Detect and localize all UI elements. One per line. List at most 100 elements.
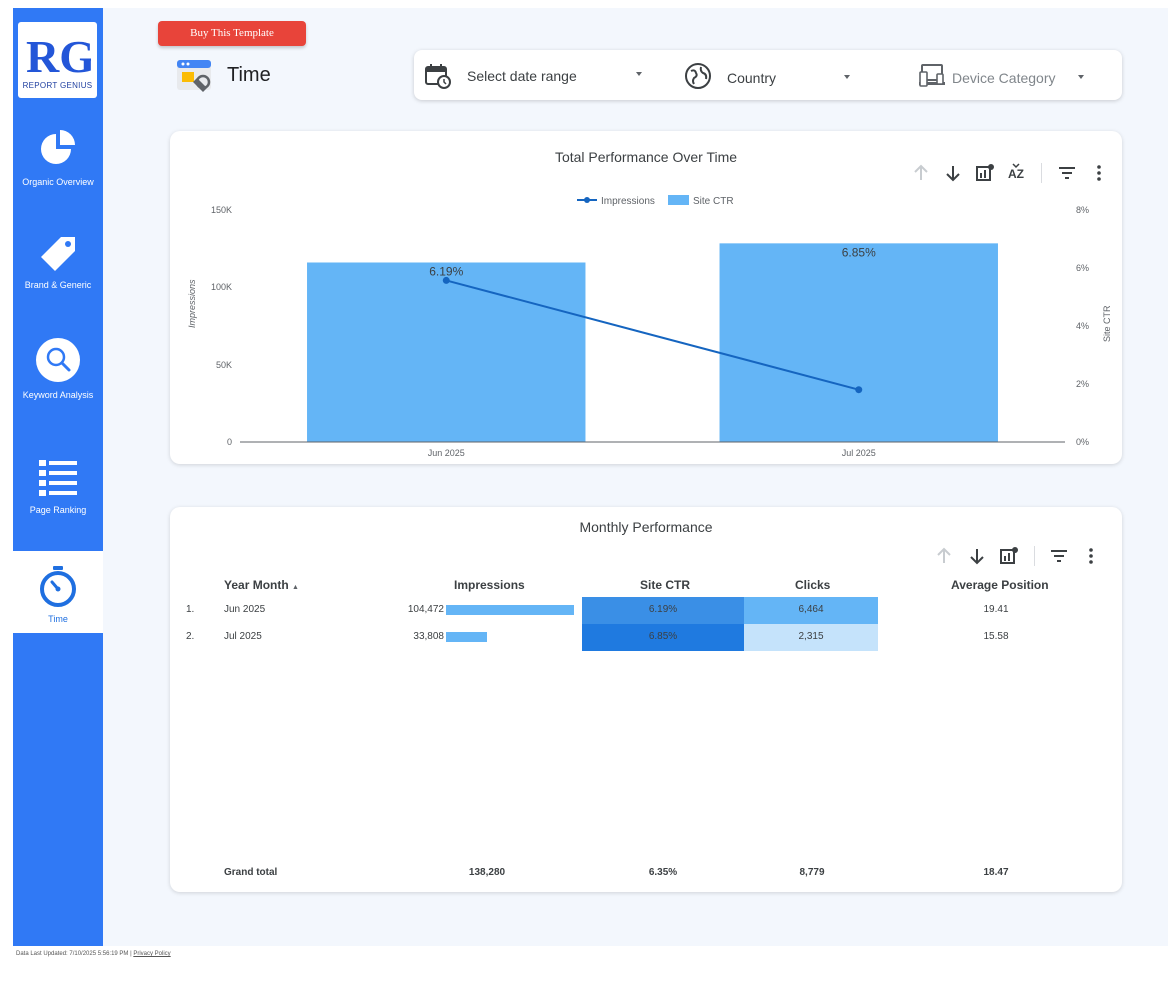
footer-separator: | bbox=[130, 951, 132, 957]
cell-site-ctr: 6.85% bbox=[648, 631, 678, 642]
sidebar-item-keyword-analysis[interactable]: Keyword Analysis bbox=[13, 333, 103, 413]
sort-ascending-icon[interactable] bbox=[933, 545, 955, 567]
cell-clicks: 2,315 bbox=[798, 631, 824, 642]
y-right-tick: 6% bbox=[1076, 263, 1089, 273]
stopwatch-icon bbox=[40, 566, 76, 607]
sidebar-item-label: Page Ranking bbox=[29, 505, 87, 515]
bar-site-ctr bbox=[307, 262, 586, 442]
cell-month: Jun 2025 bbox=[224, 604, 266, 615]
cell-impressions: 104,472 bbox=[407, 604, 444, 615]
drill-chart-icon[interactable] bbox=[998, 545, 1020, 567]
header-label: Year Month bbox=[224, 578, 289, 592]
sidebar-item-label: Brand & Generic bbox=[24, 280, 92, 290]
sidebar: RG REPORT GENIUS Organic Overview Brand … bbox=[13, 8, 103, 946]
more-vert-icon[interactable] bbox=[1088, 162, 1110, 184]
x-tick-label: Jun 2025 bbox=[428, 448, 465, 458]
header-year-month[interactable]: Year Month ▲ bbox=[224, 578, 299, 592]
device-category-label: Device Category bbox=[952, 70, 1056, 86]
x-tick-label: Jul 2025 bbox=[842, 448, 876, 458]
y-right-tick: 4% bbox=[1076, 321, 1089, 331]
sidebar-item-page-ranking[interactable]: Page Ranking bbox=[13, 448, 103, 528]
country-label: Country bbox=[727, 70, 777, 86]
calendar-clock-icon bbox=[425, 64, 451, 89]
line-impressions bbox=[445, 279, 860, 391]
sidebar-item-brand-generic[interactable]: Brand & Generic bbox=[13, 223, 103, 303]
buy-template-button[interactable]: Buy This Template bbox=[158, 21, 306, 46]
drill-chart-icon[interactable] bbox=[974, 162, 996, 184]
toolbar-divider bbox=[1041, 163, 1042, 183]
sidebar-item-time[interactable]: Time bbox=[13, 551, 103, 633]
filter-bar: Select date range Country Device Categor… bbox=[414, 50, 1122, 100]
globe-icon bbox=[685, 63, 711, 89]
table-title: Monthly Performance bbox=[579, 519, 713, 535]
y-left-tick: 0 bbox=[227, 437, 232, 447]
y-axis-left-title: Impressions bbox=[187, 279, 197, 328]
line-point-impressions bbox=[855, 386, 863, 394]
heat-cell-ctr bbox=[582, 597, 744, 624]
cell-site-ctr: 6.19% bbox=[648, 604, 678, 615]
cell-impressions: 33,808 bbox=[413, 631, 444, 642]
performance-chart-card: Total Performance Over Time AZ Impressio… bbox=[170, 131, 1122, 464]
impressions-bar bbox=[446, 632, 488, 642]
chevron-down-icon bbox=[844, 75, 850, 79]
sort-ascending-icon[interactable] bbox=[910, 162, 932, 184]
header-clicks[interactable]: Clicks bbox=[795, 578, 831, 592]
search-console-icon bbox=[177, 60, 211, 92]
grand-total-label: Grand total bbox=[224, 867, 278, 878]
privacy-policy-link[interactable]: Privacy Policy bbox=[133, 951, 171, 957]
chart-legend: Impressions Site CTR bbox=[577, 195, 734, 207]
tag-icon bbox=[41, 237, 75, 271]
chevron-down-icon bbox=[1078, 75, 1084, 79]
grand-total-ctr: 6.35% bbox=[648, 867, 678, 878]
header-average-position[interactable]: Average Position bbox=[951, 578, 1049, 592]
row-index: 1. bbox=[186, 604, 195, 615]
y-right-tick: 8% bbox=[1076, 205, 1089, 215]
date-range-picker[interactable]: Select date range bbox=[422, 50, 652, 100]
y-left-tick: 150K bbox=[211, 205, 232, 215]
legend-site-ctr: Site CTR bbox=[693, 196, 734, 207]
cell-month: Jul 2025 bbox=[224, 631, 262, 642]
header-site-ctr[interactable]: Site CTR bbox=[640, 578, 691, 592]
y-axis-right-title: Site CTR bbox=[1102, 305, 1112, 342]
filter-icon[interactable] bbox=[1056, 162, 1078, 184]
y-right-tick: 2% bbox=[1076, 379, 1089, 389]
legend-line-marker bbox=[584, 197, 590, 203]
toolbar-divider bbox=[1034, 546, 1035, 566]
heat-cell-ctr bbox=[582, 624, 744, 651]
logo-letters: RG bbox=[26, 31, 91, 78]
report-canvas: RG REPORT GENIUS Organic Overview Brand … bbox=[13, 8, 1168, 946]
chart-title: Total Performance Over Time bbox=[554, 149, 738, 165]
bar-data-label: 6.85% bbox=[842, 245, 876, 259]
more-vert-icon[interactable] bbox=[1080, 545, 1102, 567]
legend-bar-swatch bbox=[668, 195, 689, 205]
line-point-impressions bbox=[442, 276, 450, 284]
svg-text:AZ: AZ bbox=[1008, 167, 1024, 181]
cell-average-position: 15.58 bbox=[983, 631, 1009, 642]
sort-descending-icon[interactable] bbox=[966, 545, 988, 567]
country-filter[interactable]: Country bbox=[682, 50, 862, 100]
legend-impressions: Impressions bbox=[601, 196, 655, 207]
magnifier-icon bbox=[36, 338, 80, 382]
cell-clicks: 6,464 bbox=[798, 604, 824, 615]
cell-average-position: 19.41 bbox=[983, 604, 1009, 615]
header-impressions[interactable]: Impressions bbox=[454, 578, 525, 592]
heat-cell-clicks bbox=[744, 597, 878, 624]
combo-chart: Impressions Site CTR Impressions Site CT… bbox=[187, 195, 1112, 458]
report-genius-logo[interactable]: RG REPORT GENIUS bbox=[18, 22, 97, 98]
heat-cell-clicks bbox=[744, 624, 878, 651]
last-updated-text: Data Last Updated: 7/10/2025 5:56:19 PM bbox=[16, 951, 129, 957]
devices-icon bbox=[919, 64, 945, 87]
device-category-filter[interactable]: Device Category bbox=[916, 50, 1106, 100]
sort-az-icon[interactable]: AZ bbox=[1006, 162, 1028, 184]
bar-data-label: 6.19% bbox=[429, 264, 463, 278]
footer: Data Last Updated: 7/10/2025 5:56:19 PM … bbox=[16, 951, 171, 957]
filter-icon[interactable] bbox=[1048, 545, 1070, 567]
sidebar-item-organic-overview[interactable]: Organic Overview bbox=[13, 118, 103, 198]
logo-text: REPORT GENIUS bbox=[22, 81, 93, 90]
y-left-tick: 100K bbox=[211, 282, 232, 292]
list-icon bbox=[39, 460, 77, 496]
sidebar-item-label: Organic Overview bbox=[22, 177, 94, 187]
sidebar-item-label: Time bbox=[48, 614, 68, 624]
pie-chart-icon bbox=[41, 130, 75, 164]
sort-descending-icon[interactable] bbox=[942, 162, 964, 184]
